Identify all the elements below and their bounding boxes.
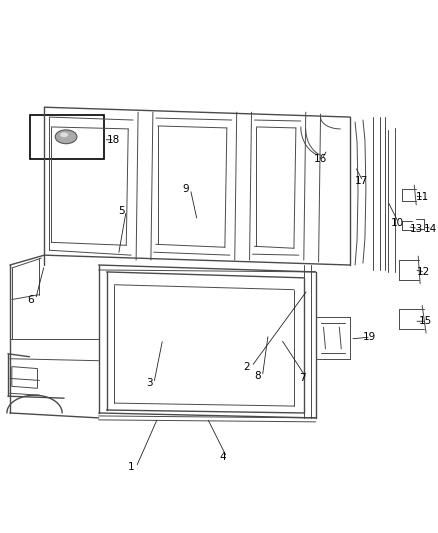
Text: 19: 19	[363, 332, 376, 342]
Text: 16: 16	[314, 155, 327, 165]
Text: 11: 11	[416, 192, 430, 202]
Ellipse shape	[60, 132, 68, 138]
Text: 8: 8	[254, 372, 261, 382]
Text: 7: 7	[299, 374, 305, 383]
Text: 13: 13	[410, 223, 424, 233]
Text: 5: 5	[118, 206, 125, 216]
Text: 6: 6	[28, 295, 34, 304]
Text: 4: 4	[219, 453, 226, 462]
Text: 9: 9	[183, 184, 189, 194]
Text: 18: 18	[106, 135, 120, 145]
Bar	[30, 115, 103, 159]
Text: 12: 12	[417, 267, 431, 277]
Text: 2: 2	[244, 361, 250, 372]
Text: 14: 14	[424, 223, 438, 233]
Text: 17: 17	[355, 176, 368, 186]
Text: 3: 3	[146, 378, 152, 389]
Text: 1: 1	[128, 462, 135, 472]
Text: 15: 15	[419, 316, 432, 326]
Ellipse shape	[55, 130, 77, 144]
Text: 10: 10	[391, 217, 404, 228]
